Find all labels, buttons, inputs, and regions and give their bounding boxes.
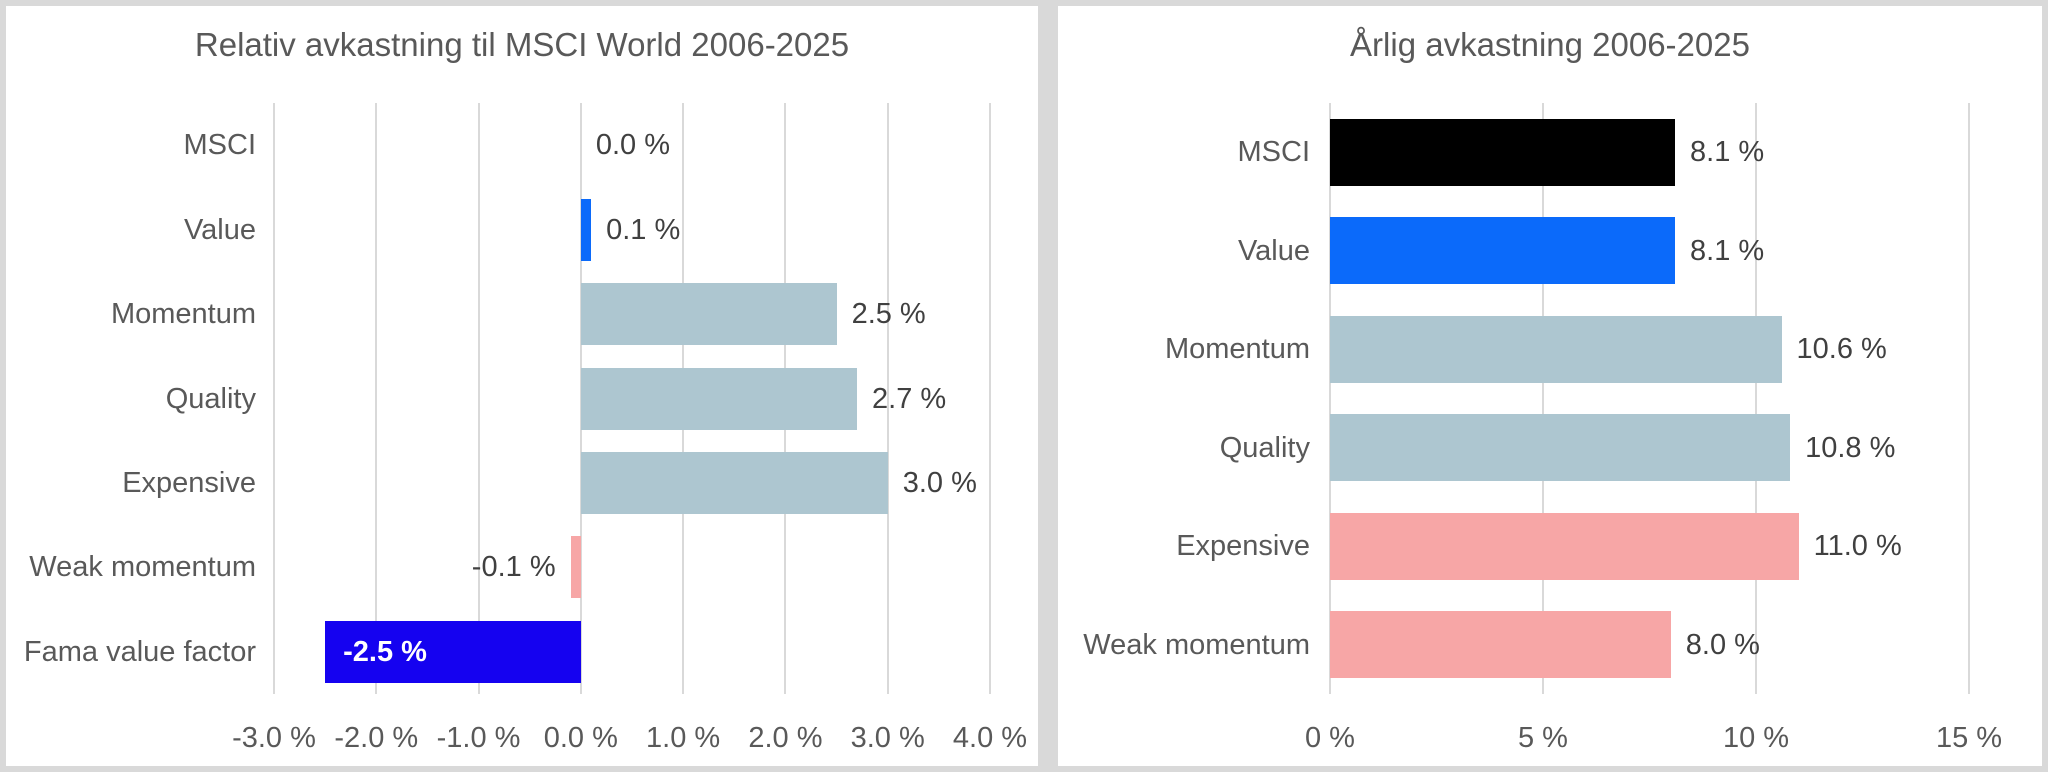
- value-label-weak-momentum: -0.1 %: [471, 551, 556, 584]
- annual-return-chart-panel: Årlig avkastning 2006-2025 0 % 5 % 10 % 15 …: [1058, 6, 2042, 766]
- x-axis-tick-label: -2.0 %: [334, 722, 419, 754]
- category-label-weak-momentum: Weak momentum: [1083, 628, 1310, 661]
- annual-return-chart: 0 % 5 % 10 % 15 % MSCI 8.1 % Value 8.1 % Momentu…: [1058, 6, 2042, 766]
- gridline: [886, 103, 889, 694]
- category-label-momentum: Momentum: [110, 298, 256, 331]
- bar-fama-value-factor: [325, 620, 581, 683]
- x-axis-tick-label: -3.0 %: [232, 722, 316, 754]
- category-label-fama-value-factor: Fama value factor: [23, 635, 256, 668]
- x-axis-tick-label: 5 %: [1518, 722, 1568, 754]
- category-label-momentum: Momentum: [1164, 333, 1310, 366]
- value-label-msci: 0.0 %: [595, 129, 671, 162]
- category-label-msci: MSCI: [183, 129, 257, 162]
- gridline: [989, 103, 991, 694]
- x-axis-tick-label: 2.0 %: [748, 722, 823, 754]
- bar-quality: [580, 367, 857, 430]
- bar-weak-momentum: [570, 536, 581, 599]
- value-label-value: 8.1 %: [1690, 234, 1765, 267]
- bar-weak-momentum: [1330, 611, 1671, 679]
- category-label-quality: Quality: [165, 382, 256, 415]
- gridline: [375, 103, 378, 694]
- category-label-value: Value: [1237, 234, 1310, 267]
- bar-expensive: [580, 451, 888, 514]
- value-label-quality: 2.7 %: [872, 382, 947, 415]
- bar-quality: [1330, 414, 1791, 482]
- relative-return-chart-title: Relativ avkastning til MSCI World 2006-2…: [194, 26, 850, 63]
- gridline: [1755, 103, 1757, 694]
- value-label-msci: 8.1 %: [1690, 136, 1765, 169]
- x-axis-tick-label: 15 %: [1935, 722, 2003, 754]
- gridline: [1329, 103, 1331, 694]
- relative-return-chart: -3.0 % -2.0 % -1.0 % 0.0 % 1.0 % 2.0 % 3.0 % 4.…: [6, 6, 1038, 766]
- category-label-quality: Quality: [1219, 431, 1310, 464]
- value-label-expensive: 11.0 %: [1813, 530, 1902, 563]
- category-label-msci: MSCI: [1237, 136, 1311, 169]
- bar-msci: [1330, 118, 1676, 186]
- x-axis-tick-label: 0.0 %: [543, 722, 618, 754]
- gridline: [1968, 103, 1970, 694]
- x-axis-tick-label: 1.0 %: [646, 722, 721, 754]
- gridline: [1542, 103, 1544, 694]
- x-axis-tick-label: 4.0 %: [952, 722, 1028, 754]
- relative-return-chart-panel: Relativ avkastning til MSCI World 2006-2…: [6, 6, 1038, 766]
- bar-value: [580, 198, 592, 261]
- bar-momentum: [1330, 315, 1782, 383]
- bar-expensive: [1330, 512, 1799, 580]
- gridline: [273, 103, 275, 694]
- gridline: [477, 103, 480, 694]
- value-label-quality: 10.8 %: [1805, 431, 1896, 464]
- x-axis-tick-label: 3.0 %: [850, 722, 925, 754]
- x-axis-tick-label: 0 %: [1305, 722, 1355, 754]
- category-label-value: Value: [183, 213, 256, 246]
- value-label-weak-momentum: 8.0 %: [1685, 628, 1760, 661]
- value-label-value: 0.1 %: [606, 213, 681, 246]
- x-axis-tick-label: 10 %: [1722, 722, 1790, 754]
- annual-return-chart-title: Årlig avkastning 2006-2025: [1350, 26, 1750, 63]
- value-label-momentum: 2.5 %: [851, 298, 926, 331]
- x-axis-tick-label: -1.0 %: [436, 722, 521, 754]
- category-label-expensive: Expensive: [1176, 530, 1310, 563]
- value-label-fama-value-factor: -2.5 %: [343, 635, 427, 668]
- category-label-expensive: Expensive: [122, 466, 256, 499]
- bar-value: [1330, 217, 1676, 285]
- bar-momentum: [580, 283, 837, 346]
- value-label-momentum: 10.6 %: [1796, 333, 1887, 366]
- category-label-weak-momentum: Weak momentum: [29, 551, 256, 584]
- value-label-expensive: 3.0 %: [902, 466, 977, 499]
